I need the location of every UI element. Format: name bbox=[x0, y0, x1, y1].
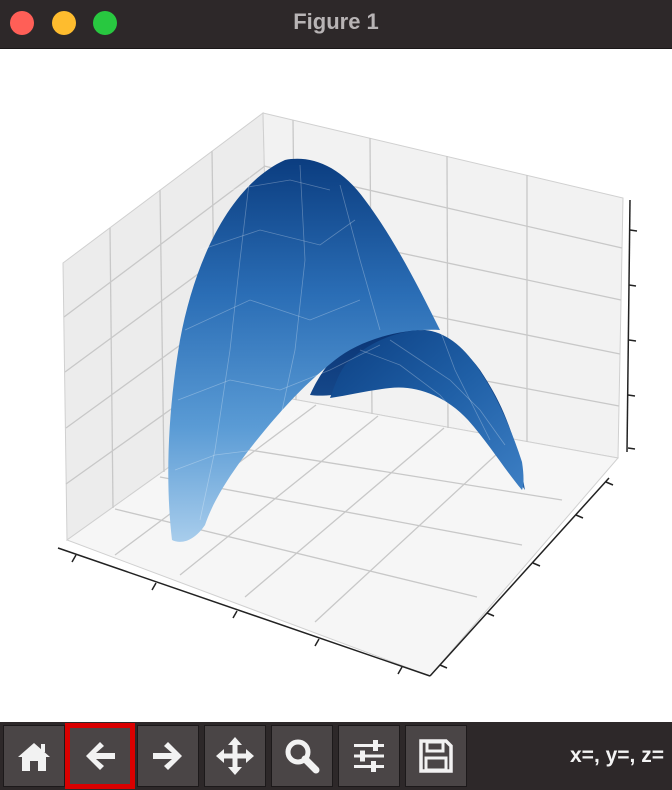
sliders-icon bbox=[354, 740, 384, 772]
move-icon bbox=[216, 737, 254, 775]
forward-button[interactable] bbox=[137, 725, 199, 787]
arrow-left-icon bbox=[86, 742, 115, 770]
minimize-window-button[interactable] bbox=[52, 11, 76, 35]
window-title: Figure 1 bbox=[293, 9, 379, 34]
maximize-window-button[interactable] bbox=[93, 11, 117, 35]
save-button[interactable] bbox=[405, 725, 467, 787]
close-window-button[interactable] bbox=[10, 11, 34, 35]
axes-lines bbox=[57, 199, 638, 677]
magnifier-icon bbox=[285, 739, 320, 774]
surface-mesh bbox=[174, 164, 506, 521]
back-button[interactable] bbox=[65, 723, 135, 789]
surface-main-arch bbox=[168, 158, 441, 542]
floppy-disk-icon bbox=[419, 739, 453, 773]
home-icon bbox=[18, 743, 50, 771]
arrow-right-icon bbox=[153, 742, 182, 770]
title-bar: Figure 1 bbox=[0, 0, 672, 49]
home-button[interactable] bbox=[3, 725, 65, 787]
coordinate-readout: x=, y=, z= bbox=[570, 744, 664, 767]
zoom-button[interactable] bbox=[271, 725, 333, 787]
navigation-toolbar: x=, y=, z= bbox=[0, 722, 672, 790]
configure-subplots-button[interactable] bbox=[338, 725, 400, 787]
plot-canvas[interactable] bbox=[0, 49, 672, 721]
pan-button[interactable] bbox=[204, 725, 266, 787]
3d-surface-plot[interactable] bbox=[0, 49, 672, 721]
surface-right-flank bbox=[330, 330, 524, 490]
